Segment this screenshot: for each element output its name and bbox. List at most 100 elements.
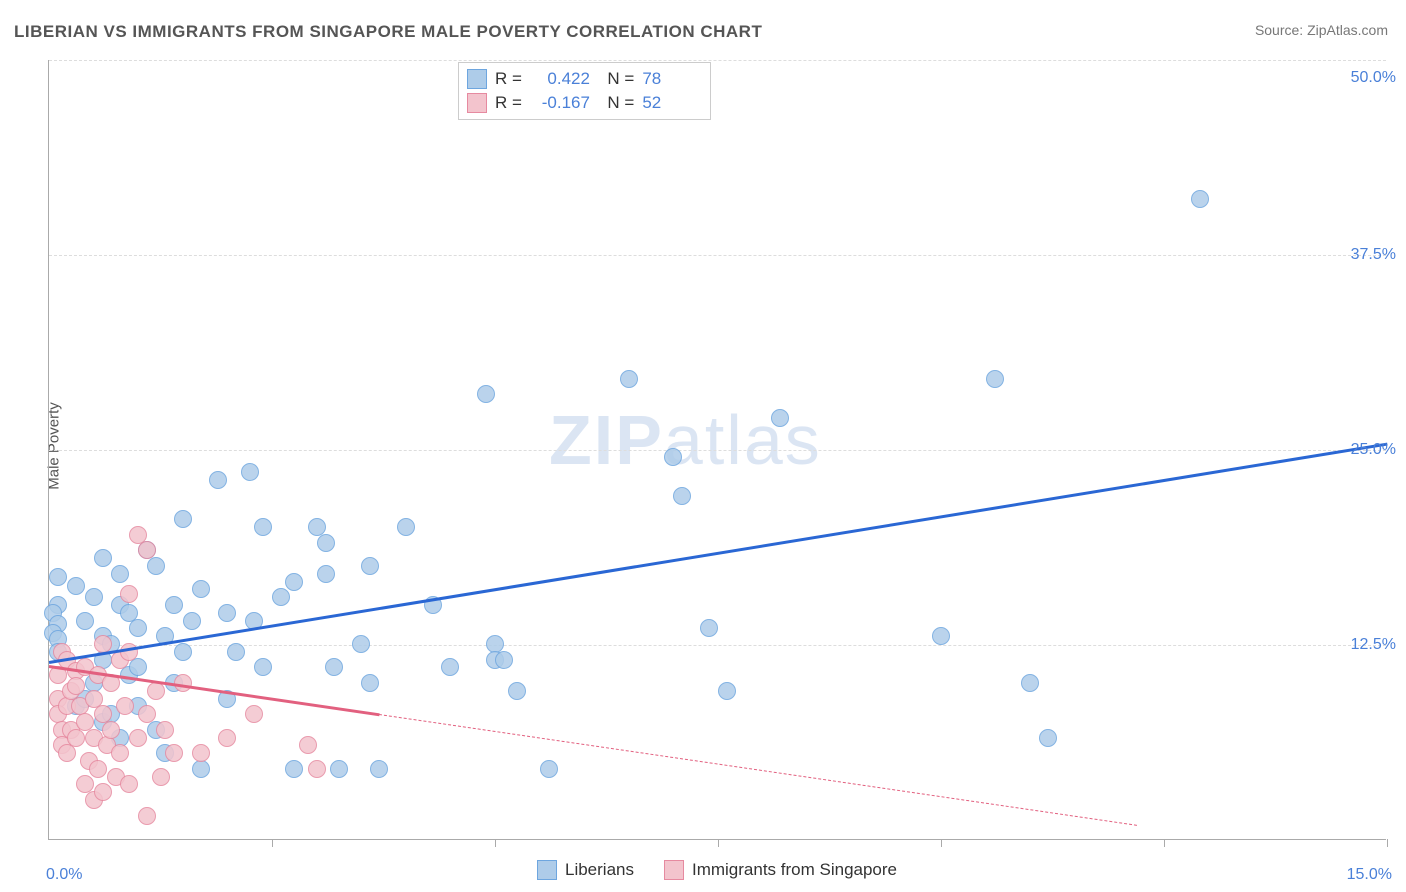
scatter-point [352, 635, 370, 653]
y-tick-label: 12.5% [1351, 636, 1396, 654]
scatter-point [718, 682, 736, 700]
y-tick-label: 25.0% [1351, 441, 1396, 459]
scatter-point [165, 744, 183, 762]
scatter-point [49, 568, 67, 586]
series-legend: Liberians Immigrants from Singapore [48, 860, 1386, 880]
scatter-point [138, 541, 156, 559]
scatter-point [495, 651, 513, 669]
scatter-point [317, 534, 335, 552]
scatter-point [218, 729, 236, 747]
legend-r-label: R = [495, 69, 522, 89]
scatter-point [285, 760, 303, 778]
scatter-point [508, 682, 526, 700]
scatter-point [129, 658, 147, 676]
legend-r-label: R = [495, 93, 522, 113]
scatter-point [120, 775, 138, 793]
scatter-point [129, 729, 147, 747]
scatter-point [673, 487, 691, 505]
scatter-point [254, 518, 272, 536]
scatter-point [147, 682, 165, 700]
scatter-point [120, 585, 138, 603]
scatter-point [138, 807, 156, 825]
legend-n-label: N = [598, 93, 634, 113]
scatter-point [325, 658, 343, 676]
plot-area: ZIPatlas [48, 60, 1386, 840]
scatter-point [241, 463, 259, 481]
scatter-point [620, 370, 638, 388]
scatter-point [218, 604, 236, 622]
x-max-label: 15.0% [1347, 866, 1392, 884]
legend-r-value: 0.422 [530, 69, 590, 89]
series-legend-label: Immigrants from Singapore [692, 860, 897, 880]
scatter-point [94, 783, 112, 801]
y-tick-label: 37.5% [1351, 246, 1396, 264]
scatter-point [116, 697, 134, 715]
scatter-point [370, 760, 388, 778]
scatter-point [308, 760, 326, 778]
legend-n-value: 78 [642, 69, 702, 89]
scatter-point [58, 744, 76, 762]
correlation-legend-row: R =0.422 N =78 [467, 67, 702, 91]
legend-swatch [467, 93, 487, 113]
scatter-point [361, 557, 379, 575]
scatter-point [111, 565, 129, 583]
legend-n-value: 52 [642, 93, 702, 113]
scatter-point [152, 768, 170, 786]
legend-r-value: -0.167 [530, 93, 590, 113]
x-tick [1164, 839, 1165, 847]
scatter-point [1021, 674, 1039, 692]
scatter-point [192, 580, 210, 598]
scatter-point [85, 588, 103, 606]
scatter-point [441, 658, 459, 676]
scatter-point [192, 760, 210, 778]
y-tick-label: 50.0% [1351, 69, 1396, 87]
scatter-point [1191, 190, 1209, 208]
series-legend-item: Liberians [537, 860, 634, 880]
legend-swatch [664, 860, 684, 880]
x-tick [1387, 839, 1388, 847]
scatter-point [330, 760, 348, 778]
legend-swatch [467, 69, 487, 89]
scatter-point [245, 705, 263, 723]
gridline [49, 645, 1386, 646]
scatter-point [932, 627, 950, 645]
scatter-point [299, 736, 317, 754]
scatter-point [156, 721, 174, 739]
scatter-point [285, 573, 303, 591]
source-attribution: Source: ZipAtlas.com [1255, 22, 1388, 38]
scatter-point [67, 677, 85, 695]
x-tick [718, 839, 719, 847]
scatter-point [138, 705, 156, 723]
x-min-label: 0.0% [46, 866, 82, 884]
scatter-point [986, 370, 1004, 388]
scatter-point [67, 577, 85, 595]
correlation-legend: R =0.422 N =78R =-0.167 N =52 [458, 62, 711, 120]
legend-swatch [537, 860, 557, 880]
scatter-point [165, 596, 183, 614]
scatter-point [183, 612, 201, 630]
scatter-point [540, 760, 558, 778]
scatter-point [67, 729, 85, 747]
scatter-point [227, 643, 245, 661]
scatter-point [771, 409, 789, 427]
gridline [49, 450, 1386, 451]
scatter-point [174, 510, 192, 528]
scatter-point [254, 658, 272, 676]
gridline [49, 255, 1386, 256]
series-legend-item: Immigrants from Singapore [664, 860, 897, 880]
x-tick [272, 839, 273, 847]
x-tick [941, 839, 942, 847]
scatter-point [120, 643, 138, 661]
scatter-point [102, 721, 120, 739]
scatter-point [209, 471, 227, 489]
scatter-point [192, 744, 210, 762]
scatter-point [272, 588, 290, 606]
x-tick [495, 839, 496, 847]
scatter-point [1039, 729, 1057, 747]
trendline-extrapolated [379, 714, 1137, 826]
scatter-point [111, 744, 129, 762]
scatter-point [89, 760, 107, 778]
scatter-point [361, 674, 379, 692]
scatter-point [147, 557, 165, 575]
chart-title: LIBERIAN VS IMMIGRANTS FROM SINGAPORE MA… [14, 22, 762, 42]
